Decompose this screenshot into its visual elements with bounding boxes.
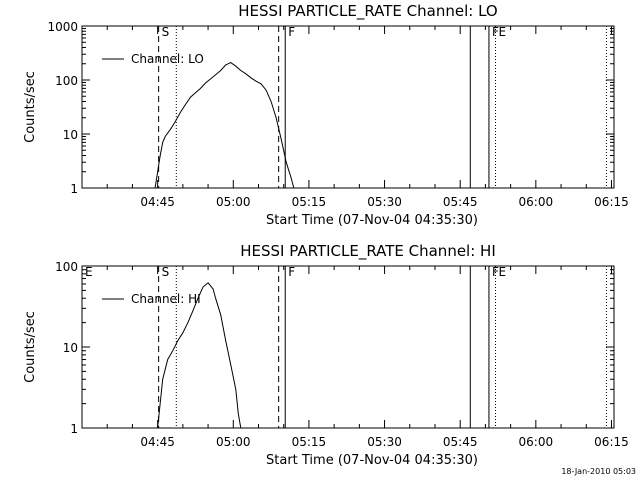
x-axis-label: Start Time (07-Nov-04 04:35:30) [266,453,478,468]
y-tick-label: 1 [70,182,78,196]
chart-title: HESSI PARTICLE_RATE Channel: HI [240,242,496,261]
marker-flag-label: S [162,265,170,279]
series-line [157,282,242,428]
y-tick-label: 10 [63,341,78,355]
marker-flag-label: F [288,265,295,279]
chart-panel-hi: HESSI PARTICLE_RATE Channel: HI Start Tim… [23,242,629,468]
y-tick-label: 10 [63,128,78,142]
x-tick-label: 06:00 [519,435,554,449]
x-tick-label: 06:15 [594,435,629,449]
x-tick-label: 06:00 [519,195,554,209]
y-tick-label: 100 [55,260,78,274]
marker-flag-label: E [498,25,506,39]
series-line [154,62,295,188]
y-tick-label: 1 [70,422,78,436]
x-tick-label: 04:45 [140,195,175,209]
marker-flag-label: F [288,25,295,39]
x-tick-label: 05:45 [443,195,478,209]
marker-flag-label: S [162,25,170,39]
y-axis-label: Counts/sec [23,311,38,383]
x-tick-label: 05:45 [443,435,478,449]
x-tick-label: 05:30 [367,435,402,449]
x-tick-label: 05:00 [216,195,251,209]
legend-label: Channel: HI [131,292,201,306]
y-axis-label: Counts/sec [23,71,38,143]
x-tick-label: 05:15 [292,195,327,209]
x-tick-label: 04:45 [140,435,175,449]
chart-panel-lo: HESSI PARTICLE_RATE Channel: LO Start Tim… [23,2,629,228]
x-tick-label: 05:15 [292,435,327,449]
legend-label: Channel: LO [131,52,204,66]
y-tick-label: 1000 [47,20,78,34]
footer-timestamp: 18-Jan-2010 05:03 [561,467,636,476]
x-axis-label: Start Time (07-Nov-04 04:35:30) [266,213,478,228]
marker-flag-label: E [498,265,506,279]
plot-frame [81,25,615,189]
x-tick-label: 06:15 [594,195,629,209]
chart-title: HESSI PARTICLE_RATE Channel: LO [238,2,497,21]
marker-flag-label: E [85,265,93,279]
y-tick-label: 100 [55,74,78,88]
x-tick-label: 05:30 [367,195,402,209]
x-tick-label: 05:00 [216,435,251,449]
